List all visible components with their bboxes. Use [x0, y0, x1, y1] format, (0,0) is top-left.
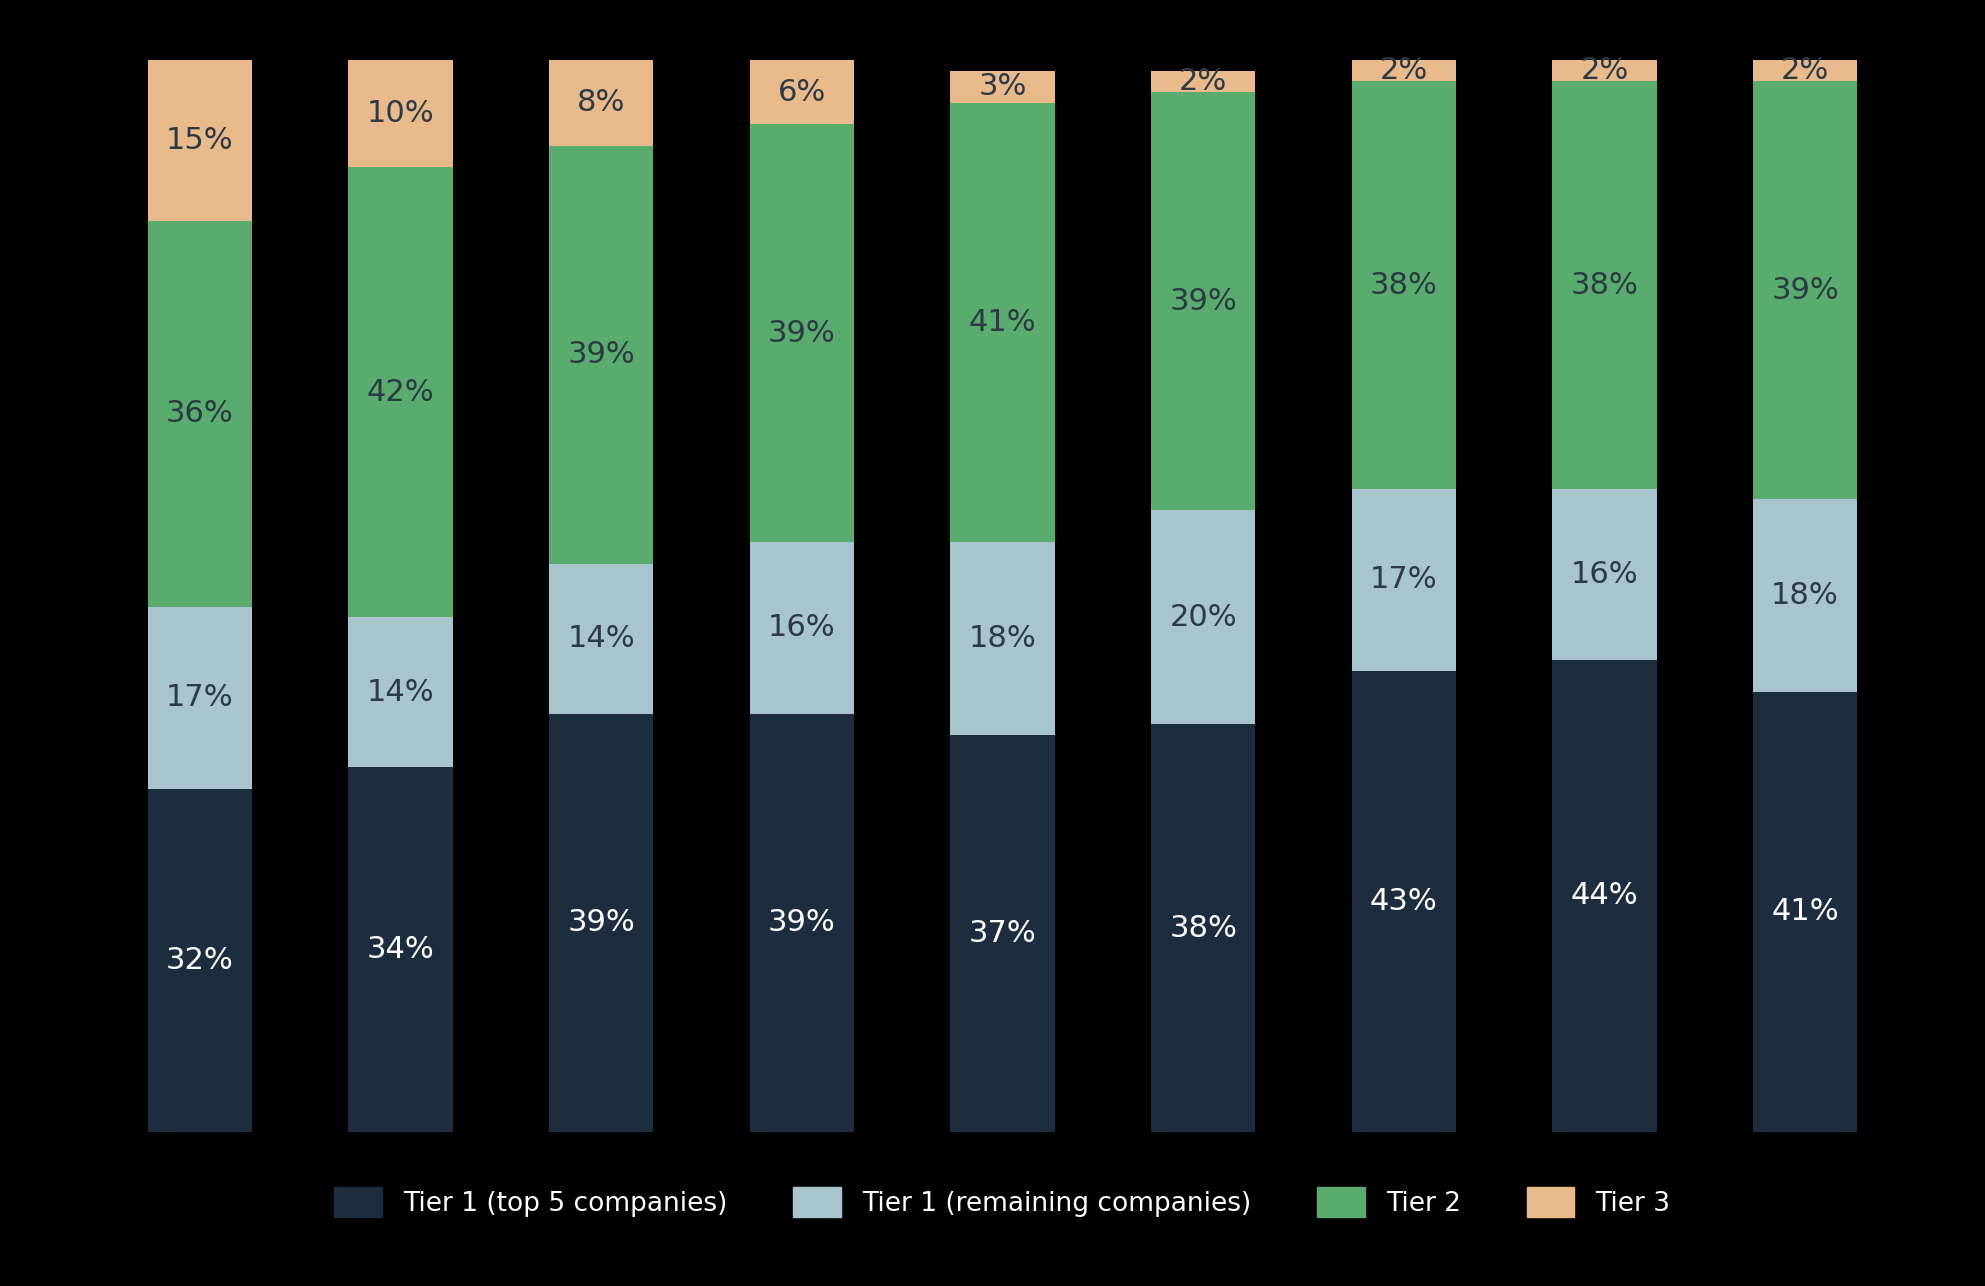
- Bar: [1352, 489, 1455, 671]
- Bar: [1552, 81, 1657, 489]
- Text: 2%: 2%: [1781, 57, 1830, 85]
- Text: 43%: 43%: [1370, 887, 1437, 916]
- Text: 17%: 17%: [1370, 566, 1437, 594]
- Bar: [750, 60, 854, 125]
- Text: 38%: 38%: [1370, 270, 1437, 300]
- Bar: [1552, 60, 1657, 81]
- Text: 39%: 39%: [568, 908, 635, 937]
- Text: 6%: 6%: [778, 77, 826, 107]
- Bar: [550, 714, 653, 1132]
- Text: 2%: 2%: [1179, 67, 1227, 96]
- Bar: [347, 167, 453, 617]
- Text: 3%: 3%: [979, 72, 1026, 102]
- Bar: [951, 103, 1054, 543]
- Bar: [1352, 60, 1455, 81]
- Text: 14%: 14%: [568, 624, 635, 653]
- Bar: [1552, 660, 1657, 1132]
- Text: 18%: 18%: [969, 624, 1036, 653]
- Bar: [1753, 60, 1858, 81]
- Bar: [951, 736, 1054, 1132]
- Bar: [1352, 671, 1455, 1132]
- Text: 20%: 20%: [1169, 603, 1237, 631]
- Bar: [550, 145, 653, 563]
- Text: 39%: 39%: [568, 341, 635, 369]
- Bar: [1352, 81, 1455, 489]
- Text: 44%: 44%: [1570, 881, 1638, 910]
- Text: 41%: 41%: [1771, 898, 1838, 926]
- Bar: [1552, 489, 1657, 660]
- Text: 39%: 39%: [1169, 287, 1237, 315]
- Bar: [951, 71, 1054, 103]
- Text: 32%: 32%: [167, 945, 234, 975]
- Text: 16%: 16%: [768, 613, 836, 643]
- Bar: [347, 60, 453, 167]
- Text: 37%: 37%: [969, 919, 1036, 948]
- Text: 34%: 34%: [367, 935, 435, 964]
- Text: 41%: 41%: [969, 309, 1036, 337]
- Bar: [1151, 93, 1255, 511]
- Legend: Tier 1 (top 5 companies), Tier 1 (remaining companies), Tier 2, Tier 3: Tier 1 (top 5 companies), Tier 1 (remain…: [324, 1177, 1681, 1228]
- Bar: [750, 714, 854, 1132]
- Text: 8%: 8%: [578, 89, 625, 117]
- Bar: [750, 543, 854, 714]
- Bar: [1151, 511, 1255, 724]
- Text: 36%: 36%: [167, 399, 234, 428]
- Bar: [1151, 724, 1255, 1132]
- Bar: [1151, 71, 1255, 93]
- Text: 38%: 38%: [1570, 270, 1638, 300]
- Bar: [550, 60, 653, 145]
- Bar: [1753, 692, 1858, 1132]
- Bar: [750, 125, 854, 543]
- Text: 42%: 42%: [367, 378, 435, 406]
- Text: 39%: 39%: [1771, 276, 1838, 305]
- Text: 38%: 38%: [1169, 913, 1237, 943]
- Text: 10%: 10%: [367, 99, 435, 129]
- Text: 15%: 15%: [167, 126, 234, 154]
- Text: 2%: 2%: [1380, 57, 1427, 85]
- Bar: [951, 543, 1054, 736]
- Text: 17%: 17%: [167, 683, 234, 712]
- Text: 2%: 2%: [1580, 57, 1628, 85]
- Bar: [550, 563, 653, 714]
- Bar: [1753, 499, 1858, 692]
- Text: 39%: 39%: [768, 908, 836, 937]
- Bar: [1753, 81, 1858, 499]
- Bar: [147, 788, 252, 1132]
- Text: 16%: 16%: [1570, 559, 1638, 589]
- Text: 39%: 39%: [768, 319, 836, 347]
- Text: 14%: 14%: [367, 678, 435, 707]
- Bar: [347, 768, 453, 1132]
- Bar: [147, 60, 252, 221]
- Bar: [347, 617, 453, 768]
- Bar: [147, 607, 252, 788]
- Bar: [147, 221, 252, 607]
- Text: 18%: 18%: [1771, 581, 1838, 611]
